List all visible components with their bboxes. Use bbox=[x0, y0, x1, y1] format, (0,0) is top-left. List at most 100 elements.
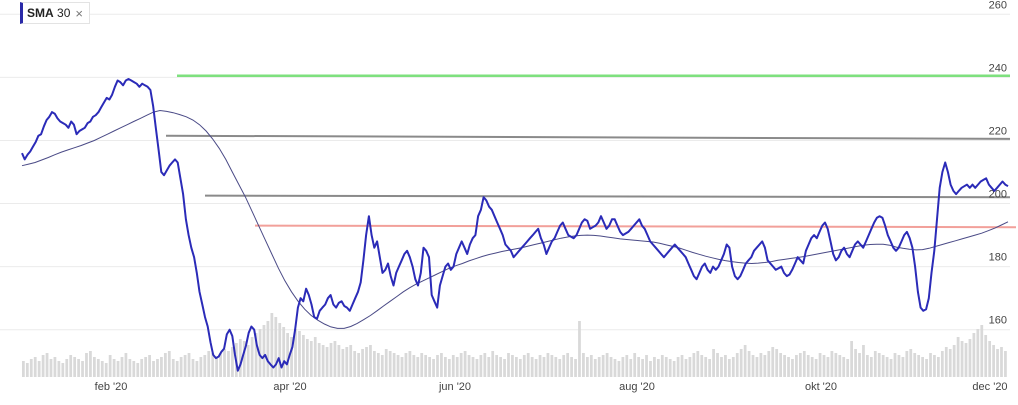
volume-bar bbox=[854, 349, 857, 377]
volume-bar bbox=[660, 355, 664, 377]
volume-bar bbox=[278, 323, 282, 377]
volume-bar bbox=[743, 345, 747, 377]
volume-bar bbox=[37, 361, 41, 377]
volume-bar bbox=[869, 357, 873, 377]
volume-bar bbox=[89, 351, 92, 377]
x-tick-label: aug '20 bbox=[619, 381, 655, 393]
volume-bar bbox=[309, 341, 313, 377]
volume-bar bbox=[455, 357, 459, 377]
volume-bar bbox=[345, 347, 349, 377]
volume-bar bbox=[262, 325, 266, 377]
indicator-chip-sma[interactable]: SMA 30 × bbox=[20, 2, 90, 24]
volume-bar bbox=[29, 359, 33, 377]
volume-bar bbox=[763, 355, 767, 377]
volume-bar bbox=[215, 357, 219, 377]
y-axis-labels: 160 180 200 220 240 260 bbox=[989, 0, 1007, 327]
volume-bar bbox=[704, 357, 708, 377]
volume-bar bbox=[77, 359, 80, 377]
volume-bar bbox=[81, 361, 84, 377]
volume-bar bbox=[33, 357, 37, 377]
volume-bar bbox=[313, 337, 317, 377]
volume-bar bbox=[641, 359, 644, 377]
volume-bar bbox=[818, 353, 822, 377]
volume-bar bbox=[380, 355, 384, 377]
volume-bar bbox=[396, 355, 400, 377]
volume-bar bbox=[507, 353, 510, 377]
volume-bar bbox=[980, 325, 984, 377]
volume-bar bbox=[183, 355, 187, 377]
volume-bar bbox=[49, 359, 53, 377]
volume-bar bbox=[550, 355, 554, 377]
volume-bar bbox=[751, 355, 755, 377]
volume-bar bbox=[518, 359, 522, 377]
volume-bar bbox=[798, 353, 802, 377]
volume-bar bbox=[451, 355, 455, 377]
volume-bar bbox=[53, 357, 57, 377]
volume-bar bbox=[41, 355, 45, 377]
volume-bar bbox=[708, 359, 712, 377]
volume-bar bbox=[290, 337, 293, 377]
volume-bar bbox=[664, 357, 668, 377]
volume-bar bbox=[668, 359, 672, 377]
volume-bar bbox=[45, 353, 49, 377]
level-lines bbox=[165, 74, 1017, 229]
volume-bar bbox=[834, 353, 838, 377]
volume-bar bbox=[25, 363, 29, 377]
volume-bar bbox=[333, 341, 337, 377]
volume-bar bbox=[873, 351, 877, 377]
volume-bar bbox=[341, 349, 345, 377]
volume-bar bbox=[120, 357, 124, 377]
volume-bar bbox=[578, 321, 581, 377]
volume-bar bbox=[116, 361, 120, 377]
x-axis-labels: feb '20 apr '20 jun '20 aug '20 okt '20 dec '… bbox=[95, 381, 1008, 393]
volume-bar bbox=[684, 359, 688, 377]
volume-bar bbox=[467, 355, 471, 377]
volume-bar bbox=[988, 341, 992, 377]
volume-bar bbox=[499, 357, 502, 377]
volume-bar bbox=[542, 357, 546, 377]
volume-bar bbox=[463, 351, 467, 377]
volume-bar bbox=[353, 351, 357, 377]
volume-bar bbox=[858, 353, 861, 377]
volume-bar bbox=[787, 357, 790, 377]
volume-bar bbox=[802, 351, 806, 377]
volume-bar bbox=[384, 349, 388, 377]
volume-bar bbox=[893, 353, 897, 377]
volume-bar bbox=[254, 333, 258, 377]
volume-bar bbox=[731, 357, 735, 377]
volume-bar bbox=[148, 355, 151, 377]
volume-bar bbox=[408, 351, 412, 377]
volume-bar bbox=[136, 363, 140, 377]
volume-bar bbox=[305, 339, 309, 377]
volume-bar bbox=[475, 359, 479, 377]
volume-bar bbox=[735, 353, 739, 377]
volume-bar bbox=[294, 329, 297, 377]
volume-bar bbox=[436, 355, 439, 377]
volume-bar bbox=[199, 357, 203, 377]
volume-bar bbox=[432, 359, 435, 377]
close-icon[interactable]: × bbox=[75, 5, 83, 21]
volume-bar bbox=[491, 351, 495, 377]
volume-bar bbox=[925, 359, 928, 377]
volume-bar bbox=[605, 353, 609, 377]
volume-bar bbox=[128, 359, 132, 377]
volume-bar bbox=[404, 353, 408, 377]
volume-bar bbox=[447, 359, 451, 377]
volume-bar bbox=[274, 317, 278, 377]
volume-bar bbox=[156, 359, 159, 377]
volume-bar bbox=[826, 357, 830, 377]
volume-bar bbox=[952, 345, 956, 377]
volume-bar bbox=[972, 333, 976, 377]
volume-bar bbox=[282, 327, 286, 377]
volume-bar bbox=[416, 357, 420, 377]
volume-bar bbox=[203, 355, 207, 377]
volume-bar bbox=[1004, 351, 1007, 377]
volume-bar bbox=[601, 355, 605, 377]
volume-bar bbox=[238, 339, 242, 377]
y-tick-label: 240 bbox=[989, 62, 1007, 74]
volume-bar bbox=[124, 353, 128, 377]
volume-bar bbox=[349, 345, 353, 377]
volume-bar bbox=[317, 343, 321, 377]
volume-bar bbox=[558, 359, 562, 377]
